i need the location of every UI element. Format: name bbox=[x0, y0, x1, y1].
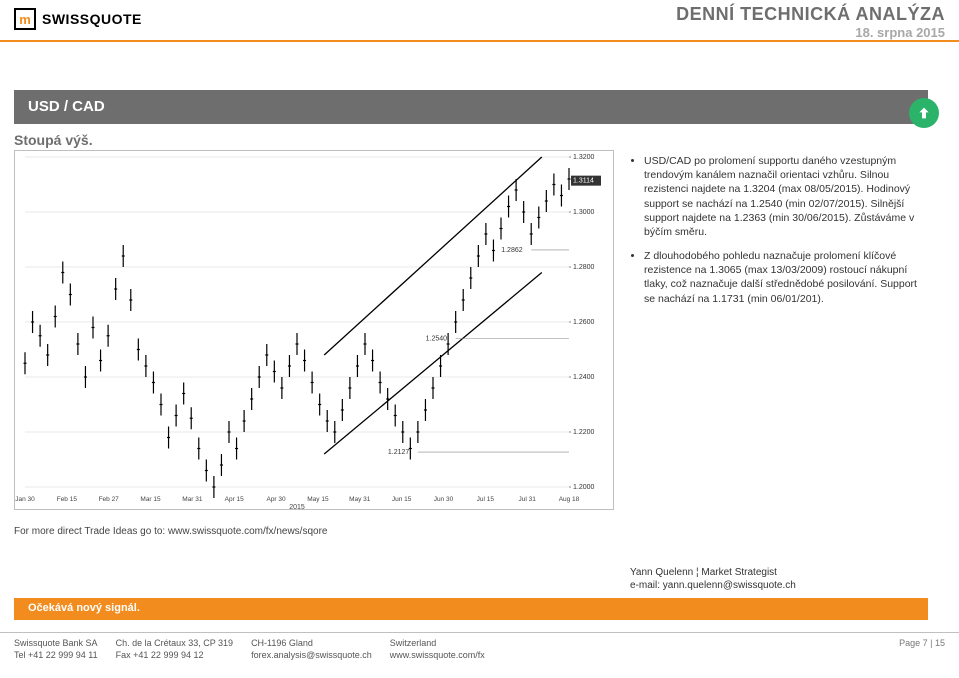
author-role: Market Strategist bbox=[701, 567, 777, 578]
sqore-link-text: For more direct Trade Ideas go to: www.s… bbox=[14, 526, 327, 537]
footer-city: CH-1196 Gland bbox=[251, 638, 372, 650]
footer-col1: Swissquote Bank SA Tel +41 22 999 94 11 bbox=[14, 638, 98, 661]
currency-pair: USD / CAD bbox=[28, 98, 105, 115]
footer-rule bbox=[0, 632, 959, 633]
report-date: 18. srpna 2015 bbox=[676, 25, 945, 40]
commentary-list: USD/CAD po prolomení supportu daného vze… bbox=[630, 154, 930, 306]
header-rule bbox=[0, 40, 959, 42]
subsection-label: Očekává nový signál. bbox=[28, 602, 140, 614]
header-right: DENNÍ TECHNICKÁ ANALÝZA 18. srpna 2015 bbox=[676, 4, 945, 40]
author-email: yann.quelenn@swissquote.ch bbox=[663, 580, 796, 591]
trend-up-icon bbox=[909, 98, 939, 128]
svg-text:May 31: May 31 bbox=[349, 496, 371, 503]
commentary-column: USD/CAD po prolomení supportu daného vze… bbox=[630, 154, 930, 316]
footer-url: www.swissquote.com/fx bbox=[390, 650, 485, 662]
price-chart: Jan 30 Feb 15 Feb 27 Mar 15 Mar 31 Apr 15 Apr … bbox=[14, 150, 614, 510]
svg-text:1.3000: 1.3000 bbox=[573, 209, 595, 216]
svg-text:Aug 18: Aug 18 bbox=[559, 496, 580, 503]
brand-name: SWISSQUOTE bbox=[42, 11, 142, 27]
svg-text:1.2400: 1.2400 bbox=[573, 374, 595, 381]
svg-text:2015: 2015 bbox=[289, 504, 305, 510]
page-number: Page 7 | 15 bbox=[899, 638, 945, 661]
author-block: Yann Quelenn ¦ Market Strategist e-mail:… bbox=[630, 566, 796, 592]
svg-text:1.3200: 1.3200 bbox=[573, 154, 595, 161]
section-titlebar: USD / CAD bbox=[14, 90, 928, 124]
chart-region: Stoupá výš. Jan 30 Feb 15 Feb 27 Mar 15 Mar … bbox=[14, 132, 614, 514]
footer-tel: Tel +41 22 999 94 11 bbox=[14, 650, 98, 662]
footer-fax: Fax +41 22 999 94 12 bbox=[116, 650, 233, 662]
footer-country: Switzerland bbox=[390, 638, 485, 650]
svg-text:Apr 15: Apr 15 bbox=[225, 496, 245, 503]
svg-text:Jul 31: Jul 31 bbox=[518, 496, 536, 503]
footer-col3: CH-1196 Gland forex.analysis@swissquote.… bbox=[251, 638, 372, 661]
svg-text:Jun 30: Jun 30 bbox=[434, 496, 454, 503]
svg-text:Jun 15: Jun 15 bbox=[392, 496, 412, 503]
footer-company: Swissquote Bank SA bbox=[14, 638, 98, 650]
svg-text:1.3114: 1.3114 bbox=[573, 178, 594, 185]
brand-logo: m SWISSQUOTE bbox=[14, 8, 142, 30]
svg-text:Feb 27: Feb 27 bbox=[99, 496, 120, 503]
svg-text:1.2200: 1.2200 bbox=[573, 429, 595, 436]
svg-text:Jan 30: Jan 30 bbox=[15, 496, 35, 503]
svg-text:1.2127: 1.2127 bbox=[388, 449, 410, 456]
brand-mark-icon: m bbox=[14, 8, 36, 30]
author-name: Yann Quelenn bbox=[630, 567, 693, 578]
svg-text:1.2600: 1.2600 bbox=[573, 319, 595, 326]
commentary-item: Z dlouhodobého pohledu naznačuje prolome… bbox=[644, 249, 930, 306]
svg-text:1.2800: 1.2800 bbox=[573, 264, 595, 271]
footer-address: Ch. de la Crétaux 33, CP 319 bbox=[116, 638, 233, 650]
svg-text:1.2000: 1.2000 bbox=[573, 484, 595, 491]
report-title: DENNÍ TECHNICKÁ ANALÝZA bbox=[676, 4, 945, 25]
svg-text:Feb 15: Feb 15 bbox=[57, 496, 78, 503]
svg-text:Mar 15: Mar 15 bbox=[140, 496, 161, 503]
page-footer: Swissquote Bank SA Tel +41 22 999 94 11 … bbox=[14, 638, 945, 661]
svg-text:May 15: May 15 bbox=[307, 496, 329, 503]
page-header: m SWISSQUOTE DENNÍ TECHNICKÁ ANALÝZA 18.… bbox=[0, 0, 959, 46]
page-root: m SWISSQUOTE DENNÍ TECHNICKÁ ANALÝZA 18.… bbox=[0, 0, 959, 678]
svg-text:1.2540: 1.2540 bbox=[426, 336, 448, 343]
svg-text:Mar 31: Mar 31 bbox=[182, 496, 203, 503]
chart-title: Stoupá výš. bbox=[14, 132, 614, 148]
subsection-bar: Očekává nový signál. bbox=[14, 598, 928, 620]
commentary-item: USD/CAD po prolomení supportu daného vze… bbox=[644, 154, 930, 239]
svg-text:1.2862: 1.2862 bbox=[501, 247, 523, 254]
svg-text:Jul 15: Jul 15 bbox=[477, 496, 495, 503]
footer-col2: Ch. de la Crétaux 33, CP 319 Fax +41 22 … bbox=[116, 638, 233, 661]
svg-text:Apr 30: Apr 30 bbox=[266, 496, 286, 503]
footer-email: forex.analysis@swissquote.ch bbox=[251, 650, 372, 662]
footer-col4: Switzerland www.swissquote.com/fx bbox=[390, 638, 485, 661]
